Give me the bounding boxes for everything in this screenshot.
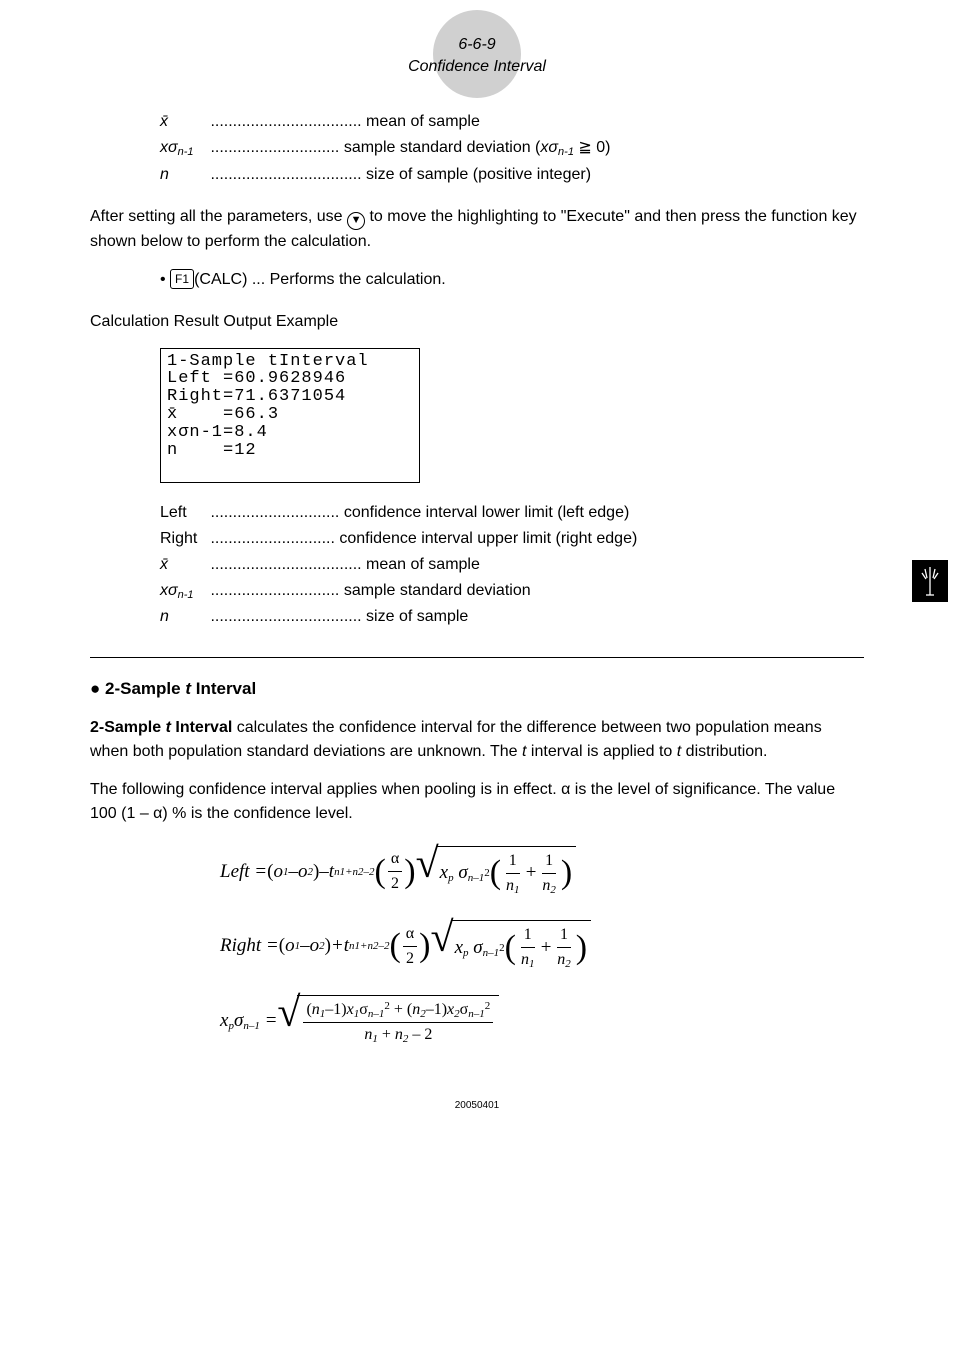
header-page-ref: 6-6-9 — [90, 34, 864, 56]
param-row: n .................................. siz… — [160, 605, 864, 629]
param-row: n .................................. siz… — [160, 163, 864, 187]
side-marker-icon — [912, 560, 948, 602]
formula-xp: xpσn–1 = √ (n1–1)x1σn–12 + (n2–1)x2σn–12… — [220, 995, 864, 1048]
param-row: xσn-1 ............................. samp… — [160, 579, 864, 604]
param-row: Left ............................. confi… — [160, 501, 864, 525]
bullet-f1: • F1(CALC) ... Performs the calculation. — [160, 268, 864, 292]
formula-right: Right = (o1 – o2)+ tn1+n2–2 (α2) √ xp σn… — [220, 920, 864, 973]
calc-result-heading: Calculation Result Output Example — [90, 310, 864, 334]
section-divider — [90, 657, 864, 658]
down-arrow-icon: ▼ — [347, 212, 365, 230]
section-heading: ● 2-Sample t Interval — [90, 676, 864, 702]
param-desc: size of sample (positive integer) — [366, 166, 591, 183]
param-desc: sample standard deviation — [344, 582, 531, 599]
f1-key-icon: F1 — [170, 269, 194, 289]
formula-left: Left = (o1 – o2)– tn1+n2–2 (α2) √ xp σn–… — [220, 846, 864, 899]
param-desc: sample standard deviation (xσn-1 ≧ 0) — [344, 139, 611, 156]
param-row: x̄ .................................. me… — [160, 553, 864, 577]
section-para-1: 2-Sample t Interval calculates the confi… — [90, 716, 864, 764]
param-row: xσn-1 ............................. samp… — [160, 136, 864, 161]
output-param-list: Left ............................. confi… — [160, 501, 864, 630]
param-row: x̄ .................................. me… — [160, 110, 864, 134]
input-param-list: x̄ .................................. me… — [160, 110, 864, 187]
param-row: Right ............................ confi… — [160, 527, 864, 551]
formula-block: Left = (o1 – o2)– tn1+n2–2 (α2) √ xp σn–… — [220, 846, 864, 1048]
param-desc: mean of sample — [366, 556, 480, 573]
footer-date: 20050401 — [90, 1098, 864, 1113]
param-desc: confidence interval upper limit (right e… — [339, 530, 637, 547]
param-desc: size of sample — [366, 608, 468, 625]
page-header: 6-6-9 Confidence Interval — [90, 30, 864, 110]
param-desc: mean of sample — [366, 113, 480, 130]
header-title: Confidence Interval — [90, 56, 864, 78]
section-para-2: The following confidence interval applie… — [90, 778, 864, 826]
param-desc: confidence interval lower limit (left ed… — [344, 504, 629, 521]
para-execute: After setting all the parameters, use ▼ … — [90, 205, 864, 254]
calculator-screen: 1-Sample tInterval Left =60.9628946 Righ… — [160, 348, 420, 483]
